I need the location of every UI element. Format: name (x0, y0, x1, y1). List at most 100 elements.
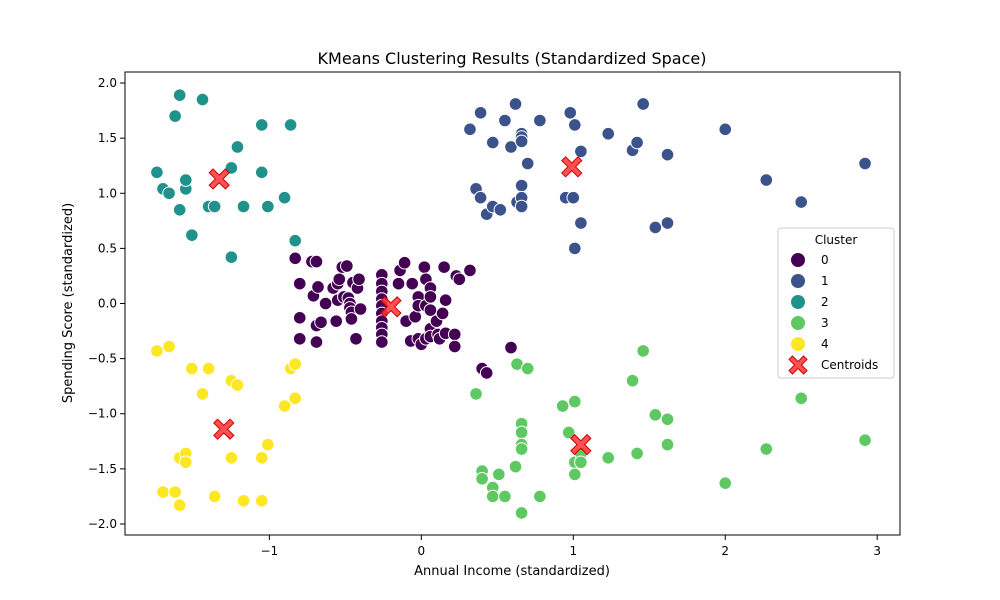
point-cluster-0 (349, 331, 363, 346)
point-cluster-1 (520, 156, 535, 171)
x-tick-label: 1 (569, 544, 577, 558)
y-axis: −2.0 −1.5 −1.0 −0.5 0.0 0.5 1.0 1.5 2.0 (88, 76, 125, 531)
point-cluster-0 (311, 280, 325, 294)
point-cluster-1 (514, 134, 529, 149)
point-cluster-4 (230, 378, 245, 392)
point-cluster-2 (172, 202, 187, 217)
point-cluster-1 (473, 105, 488, 120)
point-cluster-1 (514, 199, 529, 214)
point-cluster-2 (224, 250, 239, 265)
centroid-marker (380, 296, 402, 318)
point-cluster-0 (463, 263, 477, 278)
legend-label-0: 0 (821, 253, 829, 267)
x-tick-label: 0 (418, 544, 426, 558)
point-cluster-0 (447, 339, 462, 354)
point-cluster-0 (452, 272, 467, 287)
point-cluster-4 (168, 485, 182, 499)
point-cluster-0 (437, 260, 451, 274)
legend-swatch-2 (791, 295, 805, 309)
point-cluster-3 (469, 387, 483, 401)
point-cluster-0 (292, 311, 307, 325)
point-cluster-0 (438, 293, 453, 307)
point-cluster-4 (288, 357, 302, 371)
point-cluster-1 (498, 113, 512, 128)
point-cluster-4 (156, 485, 170, 499)
point-cluster-1 (660, 147, 675, 162)
point-cluster-1 (504, 140, 518, 154)
point-cluster-3 (636, 344, 650, 358)
point-cluster-4 (254, 451, 269, 465)
point-cluster-1 (574, 144, 588, 159)
point-cluster-0 (318, 296, 333, 311)
legend-box (777, 227, 895, 379)
point-cluster-0 (292, 331, 307, 346)
point-cluster-1 (463, 122, 477, 137)
point-cluster-4 (254, 494, 269, 508)
point-cluster-1 (648, 220, 663, 235)
point-cluster-3 (660, 412, 675, 427)
legend-swatch-centroids (788, 355, 808, 375)
point-cluster-3 (508, 459, 523, 474)
point-cluster-1 (794, 195, 809, 209)
point-cluster-0 (309, 254, 324, 269)
point-cluster-3 (514, 506, 529, 520)
point-cluster-0 (352, 272, 366, 287)
point-cluster-2 (172, 88, 187, 102)
centroid-marker (208, 168, 230, 190)
point-cluster-3 (533, 489, 547, 504)
point-cluster-2 (230, 140, 245, 154)
point-cluster-4 (185, 361, 199, 376)
point-cluster-1 (514, 178, 529, 193)
x-tick-label: 2 (721, 544, 729, 558)
point-cluster-3 (561, 425, 576, 440)
legend-swatch-0 (791, 253, 805, 267)
point-cluster-4 (162, 339, 176, 354)
centroid-marker (561, 156, 583, 178)
point-cluster-2 (288, 233, 302, 248)
point-cluster-4 (178, 455, 193, 470)
y-axis-label: Spending Score (standardized) (61, 203, 76, 403)
point-cluster-0 (397, 255, 412, 270)
point-cluster-1 (568, 241, 582, 256)
point-cluster-0 (353, 302, 368, 316)
point-cluster-3 (568, 467, 582, 482)
point-cluster-3 (555, 399, 570, 413)
point-cluster-0 (288, 251, 302, 266)
point-cluster-3 (601, 451, 616, 465)
point-cluster-1 (473, 190, 488, 205)
point-cluster-3 (858, 433, 872, 447)
point-cluster-0 (435, 306, 450, 321)
point-cluster-4 (288, 391, 302, 406)
point-cluster-3 (718, 476, 733, 490)
y-tick-label: −0.5 (88, 352, 117, 366)
legend-swatch-4 (791, 337, 805, 351)
x-tick-label: −1 (261, 544, 279, 558)
point-cluster-1 (563, 105, 578, 120)
y-tick-label: −1.0 (88, 407, 117, 421)
point-cluster-1 (636, 97, 650, 111)
point-cluster-2 (254, 118, 269, 132)
point-cluster-1 (601, 126, 616, 141)
y-tick-label: 1.0 (98, 186, 117, 200)
point-cluster-3 (794, 391, 809, 406)
chart-title: KMeans Clustering Results (Standardized … (318, 49, 707, 68)
point-cluster-0 (447, 327, 462, 342)
point-cluster-2 (168, 109, 182, 123)
point-cluster-0 (309, 335, 324, 349)
centroid-marker (213, 418, 235, 440)
point-cluster-0 (417, 260, 432, 274)
point-cluster-3 (574, 455, 588, 470)
point-cluster-2 (178, 173, 193, 187)
legend-swatch-1 (791, 274, 805, 288)
point-cluster-1 (566, 190, 581, 205)
x-tick-label: 3 (873, 544, 881, 558)
legend-label-4: 4 (821, 337, 829, 351)
point-cluster-0 (340, 259, 354, 273)
point-cluster-0 (423, 290, 438, 304)
x-axis: −1 0 1 2 3 (261, 535, 881, 558)
x-axis-label: Annual Income (standardized) (414, 564, 610, 579)
point-cluster-3 (520, 361, 535, 376)
legend-label-3: 3 (821, 316, 829, 330)
point-cluster-0 (344, 312, 359, 326)
